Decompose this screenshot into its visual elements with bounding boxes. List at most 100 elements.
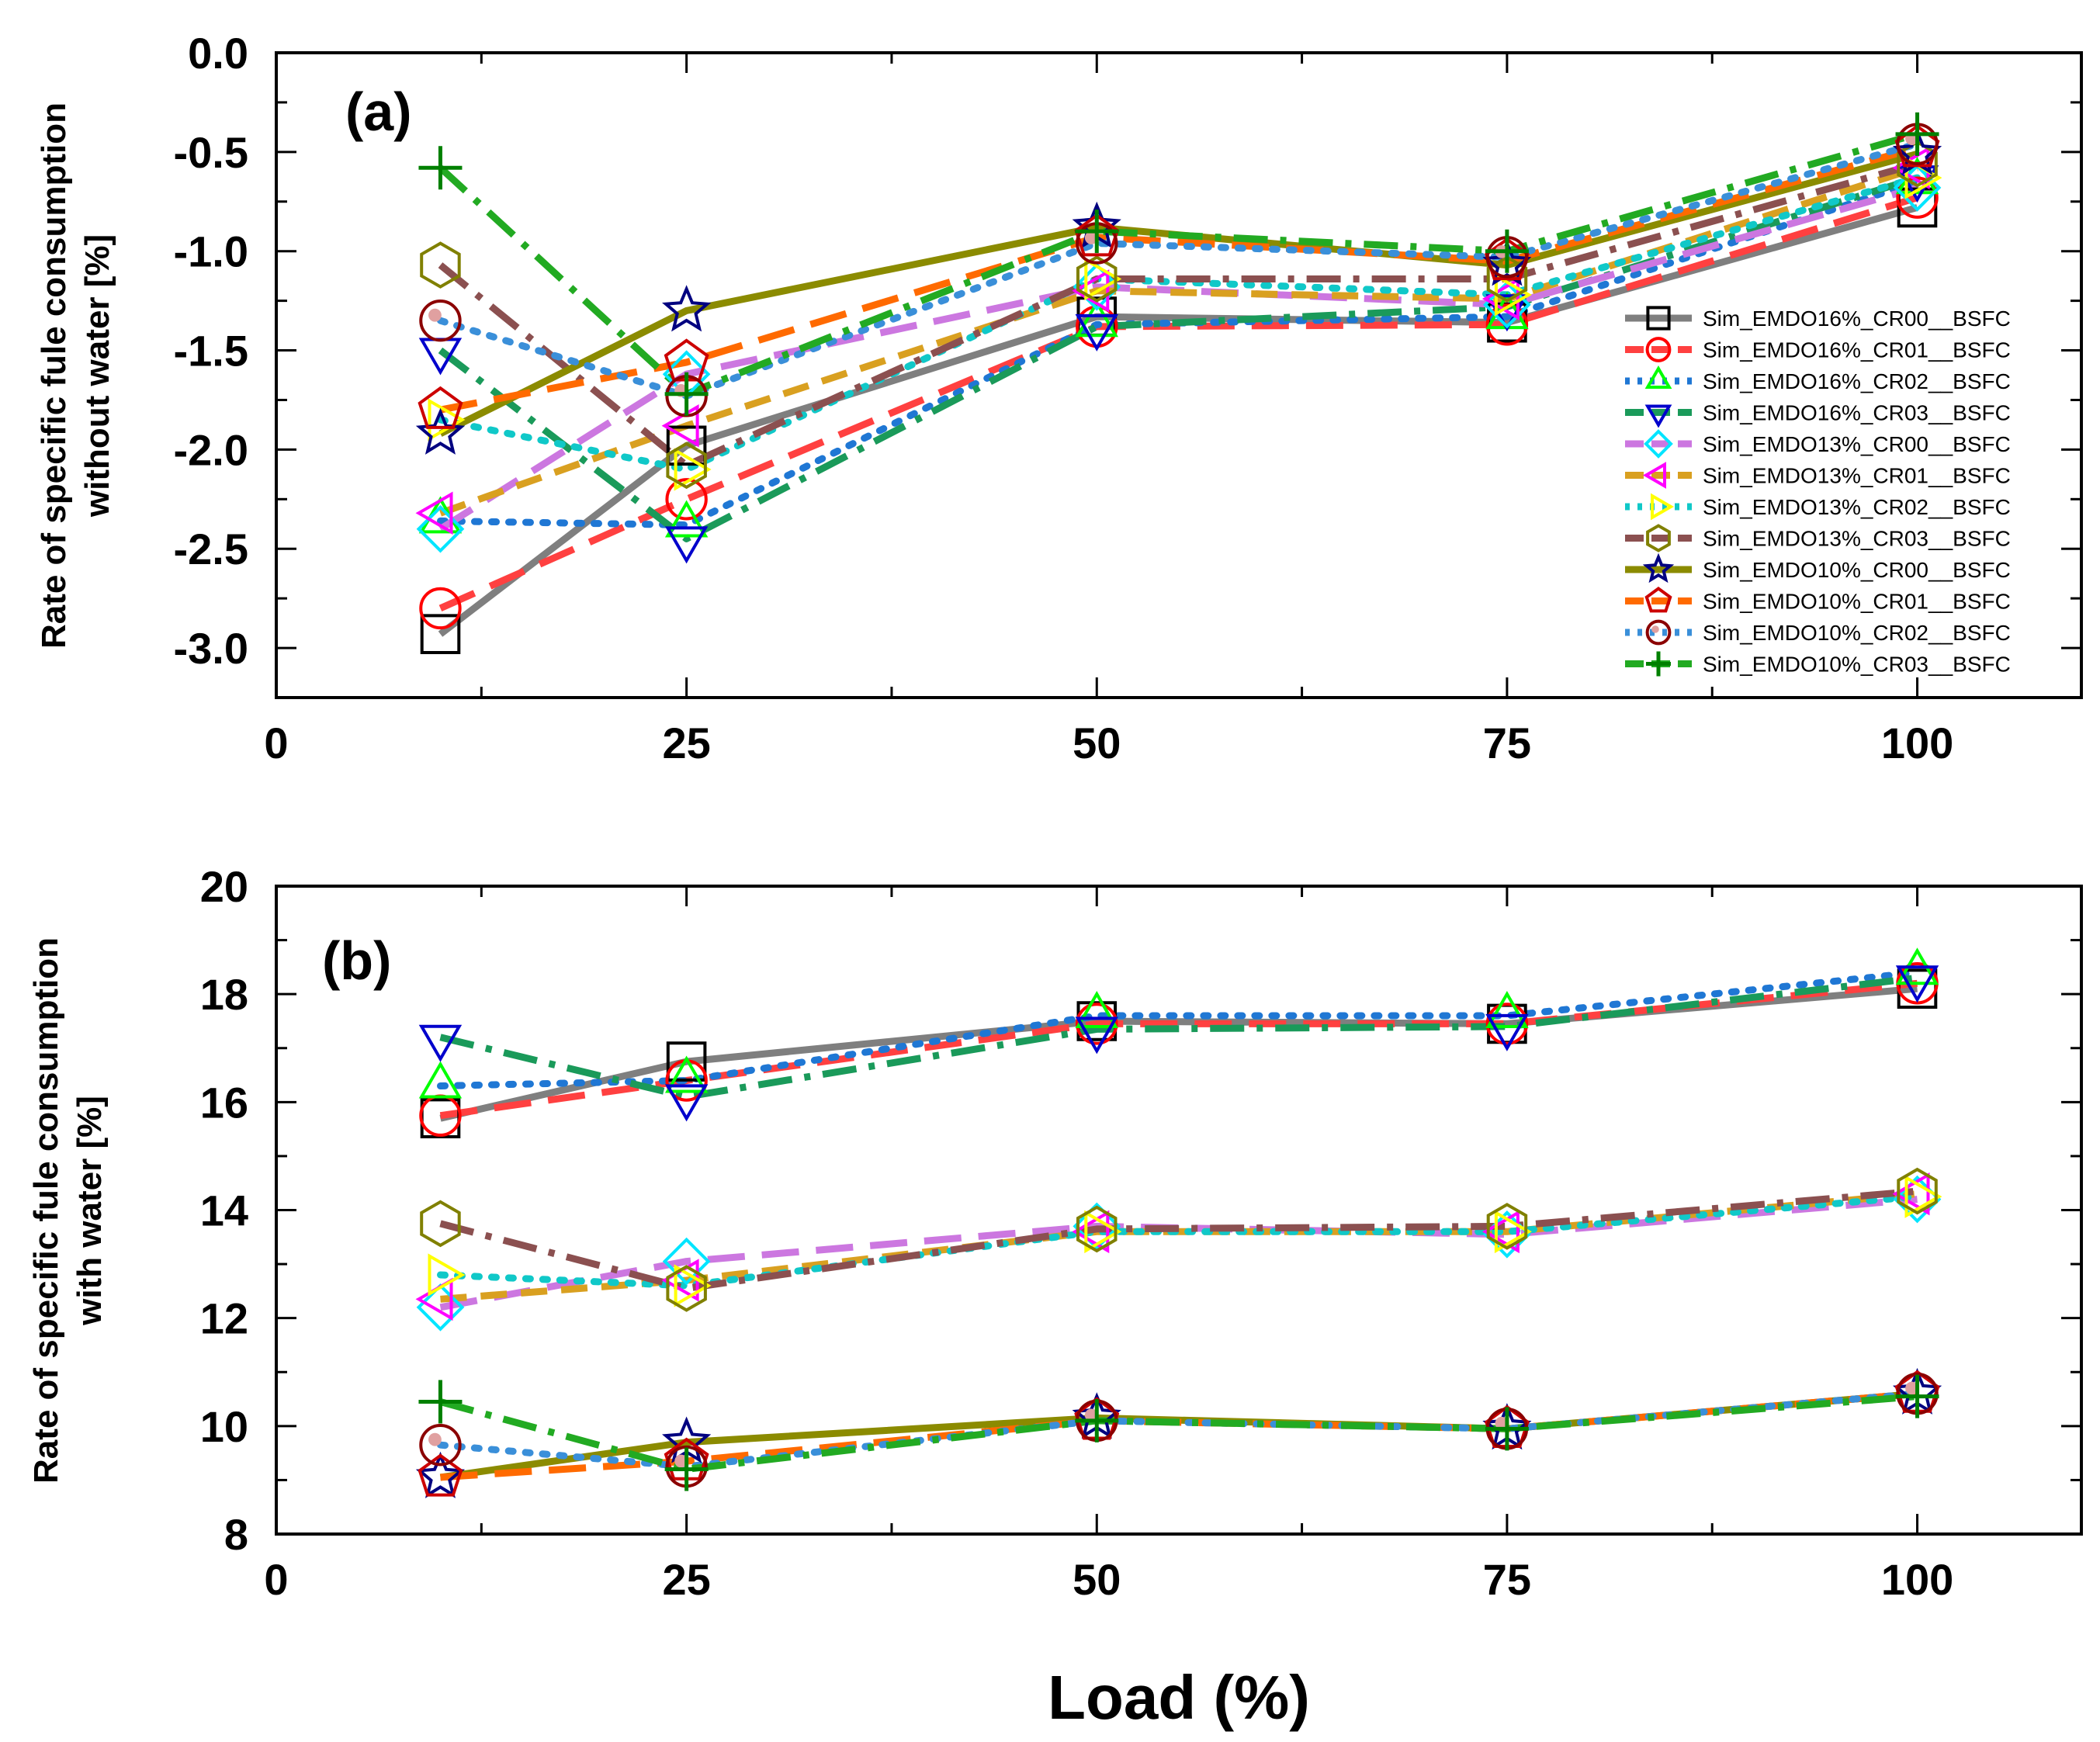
legend-entry-5: Sim_EMDO13%_CR00__BSFC bbox=[1703, 432, 2011, 456]
panel-b-series-3-point bbox=[418, 1061, 463, 1099]
panel-a-series-9-point bbox=[415, 407, 466, 455]
panel-b-series-12-point bbox=[1485, 1407, 1529, 1451]
legend-entry-1: Sim_EMDO16%_CR00__BSFC bbox=[1703, 306, 2011, 331]
panel-a-series-2-point bbox=[665, 478, 708, 521]
panel-b-series-12-point bbox=[1075, 1398, 1119, 1442]
panel-a-series-2-point bbox=[1485, 303, 1529, 346]
legend-entry-3: Sim_EMDO16%_CR02__BSFC bbox=[1703, 369, 2011, 393]
panel-b-series-7-point bbox=[1084, 1210, 1122, 1254]
panel-b-series-3-point bbox=[1485, 991, 1529, 1028]
panel-a-xtick-label: 0 bbox=[264, 719, 288, 767]
panel-b-series-7-point bbox=[1494, 1210, 1532, 1254]
panel-a-series-5-point bbox=[416, 504, 465, 553]
panel-b-series-12-point bbox=[418, 1380, 463, 1424]
panel-a-ylabel-line2: without water [%] bbox=[78, 234, 116, 518]
panel-b-series-3-point bbox=[664, 1055, 709, 1093]
panel-a-series-4-point bbox=[1075, 313, 1118, 352]
panel-b-series-6-point bbox=[1481, 1210, 1520, 1254]
legend-marker-6 bbox=[1643, 462, 1666, 489]
panel-a-xtick-label: 25 bbox=[662, 719, 710, 767]
panel-a-ytick-label: -1.0 bbox=[174, 227, 249, 276]
panel-b-series-1-point bbox=[1897, 968, 1938, 1009]
panel-a-series-4-point bbox=[664, 526, 709, 564]
panel-b-xtick-label: 75 bbox=[1483, 1555, 1531, 1604]
panel-b-ytick-label: 10 bbox=[200, 1402, 248, 1451]
legend-entry-7: Sim_EMDO13%_CR02__BSFC bbox=[1703, 495, 2011, 519]
panel-b-series-4-point bbox=[418, 1024, 463, 1062]
legend-marker-11 bbox=[1645, 619, 1672, 646]
panel-b-series-7-point bbox=[428, 1253, 466, 1297]
panel-b-ytick-label: 20 bbox=[200, 862, 248, 911]
panel-b-series-11-point bbox=[419, 1423, 462, 1467]
panel-a-label: (a) bbox=[345, 81, 412, 142]
panel-b-series-8-point bbox=[1076, 1205, 1118, 1253]
panel-a-series-line-3 bbox=[437, 178, 1921, 528]
panel-b-series-line-3 bbox=[437, 968, 1921, 1089]
legend-entry-8: Sim_EMDO13%_CR03__BSFC bbox=[1703, 527, 2011, 551]
panel-a-series-10-point bbox=[1894, 124, 1940, 168]
panel-b-series-2-point bbox=[1076, 1003, 1118, 1045]
panel-b-series-line-8 bbox=[439, 1187, 1918, 1292]
panel-a-ytick-label: 0.0 bbox=[188, 29, 248, 78]
panel-a-series-6-point bbox=[1072, 269, 1110, 313]
legend-marker-9 bbox=[1642, 552, 1675, 584]
panel-a-plot-frame bbox=[275, 51, 2083, 699]
panel-a-series-12-point bbox=[1075, 210, 1119, 254]
legend-marker-4 bbox=[1644, 404, 1672, 428]
legend-marker-3 bbox=[1644, 365, 1672, 389]
panel-b-series-12-point bbox=[1895, 1374, 1939, 1418]
legend-entry-10: Sim_EMDO10%_CR01__BSFC bbox=[1703, 590, 2011, 614]
panel-b-tick-labels: 0 25 50 75 100 8 10 12 14 16 18 20 bbox=[200, 862, 1954, 1604]
panel-b-series-6-point bbox=[1892, 1172, 1930, 1216]
legend-marker-10 bbox=[1644, 587, 1672, 613]
legend-marker-5 bbox=[1644, 429, 1673, 459]
panel-b-series-line-2 bbox=[439, 979, 1918, 1120]
panel-b-xtick-label: 50 bbox=[1073, 1555, 1121, 1604]
panel-b-ylabel-line1: Rate of specific fule consumption bbox=[27, 937, 65, 1484]
panel-a-series-line-5 bbox=[438, 184, 1918, 532]
panel-b-ytick-label: 12 bbox=[200, 1294, 248, 1343]
panel-a-series-12-point bbox=[1485, 229, 1529, 273]
legend-entry-6: Sim_EMDO13%_CR01__BSFC bbox=[1703, 464, 2011, 488]
panel-b-series-4-point bbox=[664, 1084, 709, 1122]
panel-a-series-12-point bbox=[664, 372, 709, 416]
legend-entry-11: Sim_EMDO10%_CR02__BSFC bbox=[1703, 621, 2011, 645]
panel-a-series-2-point bbox=[419, 587, 462, 630]
panel-a-chart: 0 25 50 75 100 0.0 -0.5 -1.0 -1.5 -2.0 -2.5 -3.0 (a… bbox=[35, 29, 2083, 767]
panel-a-series-7-point bbox=[428, 398, 466, 442]
panel-a-series-6-point bbox=[415, 491, 453, 535]
panel-a-series-9-point bbox=[1482, 239, 1532, 286]
legend-entry-2: Sim_EMDO16%_CR01__BSFC bbox=[1703, 338, 2011, 362]
panel-a-ytick-label: -3.0 bbox=[174, 624, 249, 673]
panel-a-series-5-point bbox=[1073, 262, 1121, 311]
panel-a-series-8-point bbox=[1076, 255, 1118, 303]
panel-a-xtick-label: 75 bbox=[1483, 719, 1531, 767]
panel-b-series-5-point bbox=[1073, 1202, 1121, 1251]
panel-a-series-10-point bbox=[418, 386, 463, 429]
panel-b-xtick-label: 25 bbox=[662, 1555, 710, 1604]
panel-b-ytick-label: 14 bbox=[200, 1186, 248, 1235]
panel-b-series-7-point bbox=[1904, 1175, 1942, 1218]
panel-a-ytick-label: -2.5 bbox=[174, 525, 249, 573]
panel-a-ytick-label: -0.5 bbox=[174, 128, 249, 177]
legend-marker-1 bbox=[1646, 306, 1671, 331]
legend-entry-9: Sim_EMDO10%_CR00__BSFC bbox=[1703, 558, 2011, 582]
panel-a-series-12-point bbox=[418, 146, 463, 190]
panel-b-series-8-point bbox=[420, 1200, 461, 1248]
legend-entry-12: Sim_EMDO10%_CR03__BSFC bbox=[1703, 653, 2011, 677]
panel-b-series-12-point bbox=[664, 1447, 709, 1491]
panel-a-series-3-point bbox=[1075, 300, 1118, 338]
panel-b-series-4-point bbox=[1075, 1016, 1118, 1055]
panel-b-series-4-point bbox=[1895, 965, 1939, 1003]
panel-a-series-11-point bbox=[419, 299, 462, 342]
legend-marker-2 bbox=[1645, 337, 1672, 362]
panel-a-xtick-label: 50 bbox=[1073, 719, 1121, 767]
legend-marker-12 bbox=[1646, 651, 1671, 677]
panel-b-label: (b) bbox=[322, 930, 391, 991]
panel-b-series-5-point bbox=[416, 1283, 465, 1332]
panel-b-ytick-label: 16 bbox=[200, 1078, 248, 1127]
panel-b-series-line-4 bbox=[439, 974, 1918, 1100]
panel-a-series-8-point bbox=[666, 442, 707, 490]
legend-entry-4: Sim_EMDO16%_CR03__BSFC bbox=[1703, 401, 2011, 425]
panel-a-series-6-point bbox=[1481, 277, 1520, 320]
